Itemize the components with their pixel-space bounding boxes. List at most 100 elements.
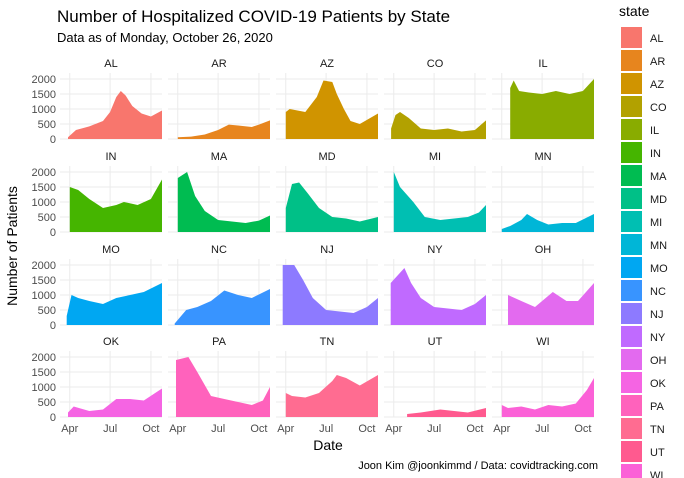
legend-item-pa: PA [621, 395, 665, 416]
legend-swatch [621, 234, 642, 255]
panel-al: AL 0 500 1000 1500 2000 [32, 58, 162, 146]
y-tick-label: 0 [50, 134, 56, 146]
y-tick-label: 2000 [32, 167, 56, 179]
legend-label: OH [650, 355, 667, 367]
x-tick-label: Apr [169, 423, 186, 435]
panel-nc: NC [168, 244, 270, 326]
legend-item-ut: UT [621, 441, 665, 462]
y-tick-label: 0 [50, 412, 56, 424]
legend-item-in: IN [621, 142, 661, 163]
legend-item-il: IL [621, 119, 659, 140]
legend-title: state [619, 3, 650, 19]
legend-swatch [621, 418, 642, 439]
y-axis-label: Number of Patients [4, 186, 20, 306]
y-tick-label: 500 [38, 305, 56, 317]
strip-label: AZ [320, 58, 334, 70]
strip-label: MO [102, 244, 120, 256]
x-tick-label: Oct [142, 423, 159, 435]
x-tick-label: Apr [385, 423, 402, 435]
legend-item-co: CO [621, 96, 667, 117]
panel-mo: MO 0 500 1000 1500 2000 [32, 244, 162, 332]
legend: AL AR AZ CO IL IN MA MD MI MN MO NC NJ NY OH OK PA TN UT WI [621, 27, 668, 478]
legend-label: TN [650, 424, 665, 436]
area-nc [174, 289, 270, 325]
panel-ma: MA [168, 151, 270, 233]
legend-item-wi: WI [621, 464, 663, 478]
legend-swatch [621, 257, 642, 278]
legend-label: AL [650, 33, 663, 45]
y-tick-label: 500 [38, 212, 56, 224]
x-tick-label: Oct [574, 423, 591, 435]
area-mi [393, 172, 486, 232]
panel-co: CO [384, 58, 486, 140]
panel-wi: WI Apr Jul Oct [492, 336, 594, 435]
strip-label: OH [535, 244, 552, 256]
legend-swatch [621, 50, 642, 71]
strip-label: MN [534, 151, 551, 163]
x-tick-label: Apr [61, 423, 78, 435]
y-tick-label: 1000 [32, 290, 56, 302]
strip-label: NJ [320, 244, 333, 256]
panel-tn: TN Apr Jul Oct [276, 336, 378, 435]
strip-label: MA [211, 151, 228, 163]
strip-label: WI [536, 336, 549, 348]
panel-oh: OH [492, 244, 594, 326]
strip-label: MD [318, 151, 335, 163]
area-co [391, 112, 486, 139]
y-tick-label: 500 [38, 119, 56, 131]
legend-swatch [621, 349, 642, 370]
legend-item-mn: MN [621, 234, 667, 255]
x-tick-label: Jul [211, 423, 225, 435]
area-ok [68, 388, 162, 417]
legend-label: UT [650, 447, 665, 459]
legend-swatch [621, 326, 642, 347]
legend-item-ar: AR [621, 50, 665, 71]
panel-ut: UT Apr Jul Oct [384, 336, 486, 435]
legend-item-mo: MO [621, 257, 668, 278]
legend-item-ma: MA [621, 165, 667, 186]
legend-label: MD [650, 194, 667, 206]
x-tick-label: Oct [358, 423, 375, 435]
legend-label: IL [650, 125, 659, 137]
area-md [285, 182, 378, 232]
legend-swatch [621, 303, 642, 324]
strip-label: IL [538, 58, 547, 70]
y-tick-label: 1000 [32, 104, 56, 116]
legend-label: NY [650, 332, 666, 344]
legend-label: WI [650, 470, 663, 478]
legend-label: MA [650, 171, 667, 183]
legend-item-ok: OK [621, 372, 667, 393]
strip-label: MI [429, 151, 441, 163]
panel-pa: PA Apr Jul Oct [168, 336, 270, 435]
panel-nj: NJ [276, 244, 378, 326]
legend-label: MI [650, 217, 662, 229]
facet-panels: AL 0 500 1000 1500 2000 AR AZ CO IL IN 0 500 1000 1500… [32, 58, 594, 435]
strip-label: NY [427, 244, 443, 256]
x-tick-label: Oct [250, 423, 267, 435]
legend-swatch [621, 188, 642, 209]
legend-label: PA [650, 401, 665, 413]
panel-ok: OK 0 500 1000 1500 2000 Apr Jul Oct [32, 336, 162, 435]
legend-label: OK [650, 378, 667, 390]
x-tick-label: Apr [277, 423, 294, 435]
area-oh [508, 283, 594, 325]
panel-az: AZ [276, 58, 378, 140]
area-wi [501, 378, 594, 417]
chart-title: Number of Hospitalized COVID-19 Patients… [57, 7, 450, 26]
panel-ny: NY [384, 244, 486, 326]
x-tick-label: Jul [103, 423, 117, 435]
area-nj [282, 265, 378, 325]
legend-swatch [621, 211, 642, 232]
area-ar [177, 120, 270, 139]
y-tick-label: 0 [50, 227, 56, 239]
area-mn [501, 214, 594, 232]
legend-label: AR [650, 56, 665, 68]
strip-label: PA [212, 336, 227, 348]
legend-label: MN [650, 240, 667, 252]
area-ny [390, 268, 486, 325]
chart-subtitle: Data as of Monday, October 26, 2020 [57, 30, 273, 45]
area-al [68, 91, 162, 139]
area-ma [177, 172, 270, 232]
legend-item-al: AL [621, 27, 663, 48]
